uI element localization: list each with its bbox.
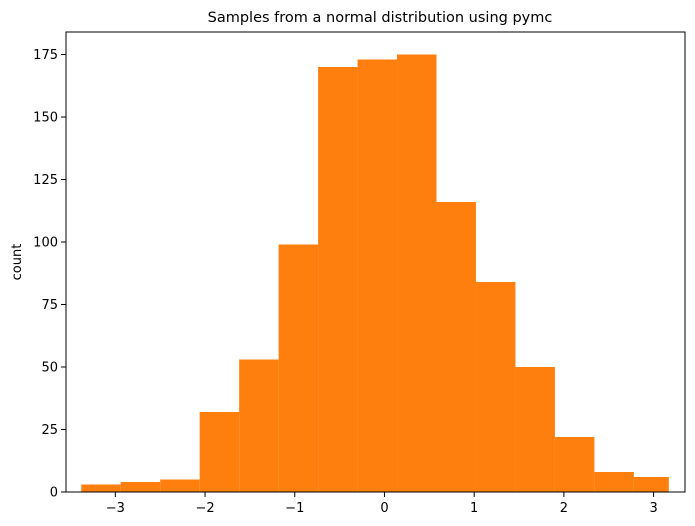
histogram-bar <box>397 54 437 492</box>
y-axis-label: count <box>10 244 25 281</box>
x-tick-label: 1 <box>470 501 478 516</box>
plot-frame <box>65 31 686 493</box>
y-tick-label: 100 <box>33 236 58 251</box>
y-tick-label: 125 <box>33 173 58 188</box>
y-axis-ticks: 0 25 50 75 100 125 150 175 <box>33 48 66 501</box>
y-tick-label: 50 <box>41 361 58 376</box>
chart-title: Samples from a normal distribution using… <box>208 10 553 26</box>
histogram-bar <box>81 484 121 492</box>
x-tick-label: 0 <box>380 501 388 516</box>
histogram-bar <box>436 202 476 492</box>
x-axis-ticks: −3 −2 −1 0 1 2 3 <box>106 492 658 516</box>
y-tick-label: 25 <box>41 423 58 438</box>
histogram-bar <box>633 477 669 492</box>
x-tick-label: −1 <box>285 501 304 516</box>
y-tick-label: 75 <box>41 298 58 313</box>
histogram-bar <box>199 412 240 492</box>
histogram-bar <box>278 244 319 492</box>
axes-frame <box>65 31 686 493</box>
y-tick-label: 0 <box>50 486 58 501</box>
histogram-bar <box>120 482 161 492</box>
x-tick-label: 2 <box>560 501 568 516</box>
x-tick-label: −3 <box>106 501 125 516</box>
histogram-bar <box>515 367 555 492</box>
histogram-bar <box>554 437 595 492</box>
x-tick-label: 3 <box>649 501 657 516</box>
histogram-bar <box>357 59 398 492</box>
histogram-bar <box>318 67 358 492</box>
histogram-bar <box>239 359 279 492</box>
histogram-bar <box>475 282 516 492</box>
x-tick-label: −2 <box>195 501 214 516</box>
histogram-bars <box>81 54 669 492</box>
histogram-bar <box>160 479 200 492</box>
y-tick-label: 175 <box>33 48 58 63</box>
y-tick-label: 150 <box>33 111 58 126</box>
histogram-bar <box>594 472 634 492</box>
